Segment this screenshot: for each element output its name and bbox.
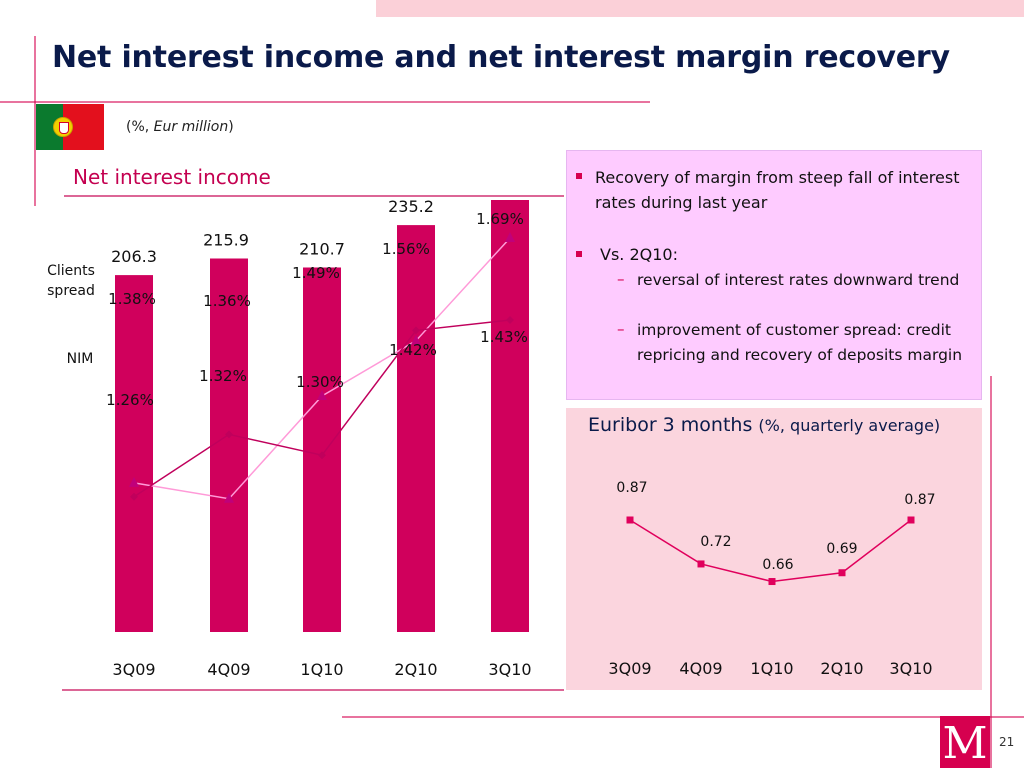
sub-bullet-reversal: reversal of interest rates downward tren… [637,271,960,289]
bullet-marker [576,173,582,179]
nim-marker [506,316,514,324]
x-tick-label: 3Q09 [112,660,155,679]
euribor-value-label: 0.72 [700,534,731,550]
euribor-panel [566,408,982,690]
clients-spread-marker [129,476,139,487]
euribor-value-label: 0.66 [762,557,793,573]
bar-4Q09 [210,258,248,632]
bullet-marker [576,251,582,257]
clients-spread-marker [317,390,327,400]
x-tick-label: 4Q09 [679,659,722,678]
clients-spread-label: 1.36% [203,292,251,310]
x-tick-label: 4Q09 [207,660,250,679]
bank-logo: M [940,716,990,768]
nim-label: 1.42% [389,341,437,359]
nim-label: 1.26% [106,391,154,409]
title-underline [0,101,650,103]
x-tick-label: 2Q10 [394,660,437,679]
euribor-marker [768,578,776,586]
x-tick-label: 1Q10 [300,660,343,679]
bullet-recovery: Recovery of margin from steep fall of in… [595,168,960,212]
page-number: 21 [999,735,1015,749]
bar-2Q10 [397,225,435,632]
sub-bullet-customer-spread: improvement of customer spread: credit r… [637,321,963,364]
bar-3Q09 [115,275,153,632]
euribor-value-label: 0.87 [904,492,935,508]
euribor-title: Euribor 3 months (%, quarterly average) [588,414,941,436]
slide-title: Net interest income and net interest mar… [52,40,950,75]
euribor-chart: 0.87 3Q09 0.72 4Q09 0.66 1Q10 0.69 2Q10 0.87 3Q10 [608,480,935,678]
euribor-marker [838,569,846,577]
bottom-accent-line [342,716,1024,718]
net-interest-income-chart: 206.33Q09215.94Q09210.71Q10235.22Q10253.… [106,200,532,679]
euribor-marker [697,560,705,568]
nii-title-underline [64,195,564,197]
nim-marker [318,451,326,460]
euribor-value-label: 0.87 [616,480,647,496]
nim-label: 1.32% [199,367,247,385]
sub-bullet-dash: – [617,270,625,288]
nim-marker [412,326,420,335]
flag-seal-icon [53,117,73,137]
bar-value-label: 215.9 [203,230,249,249]
clients-spread-label: 1.56% [382,240,430,258]
x-tick-label: 1Q10 [750,659,793,678]
nim-label: NIM [66,351,94,367]
nim-label: 1.30% [296,373,344,391]
nim-marker [225,430,233,439]
clients-spread-label: 1.69% [476,210,524,228]
bar-value-label: 210.7 [299,239,345,258]
bar-3Q10 [491,200,529,632]
clients-spread-marker [224,492,234,503]
sub-bullet-dash: – [617,320,625,338]
commentary-box: Recovery of margin from steep fall of in… [566,150,982,400]
clients-spread-marker [505,232,515,242]
nim-label: 1.43% [480,328,528,346]
bar-value-label: 206.3 [111,247,157,266]
x-tick-label: 2Q10 [820,659,863,678]
euribor-marker [626,516,634,524]
x-tick-label: 3Q10 [889,659,932,678]
nim-marker [130,492,138,501]
nii-bottom-line [62,689,564,691]
bar-value-label: 235.2 [388,200,434,216]
top-accent-band [376,0,1024,17]
euribor-marker [907,516,915,524]
portugal-flag-icon [36,104,104,150]
right-accent-line [990,376,992,768]
bar-1Q10 [303,267,341,632]
units-note: (%, Eur million) [126,119,234,135]
x-tick-label: 3Q10 [488,660,531,679]
clients-spread-label: 1.38% [108,290,156,308]
x-tick-label: 3Q09 [608,659,651,678]
left-accent-line [34,36,36,206]
bullet-vs-2q10: Vs. 2Q10: [600,245,678,264]
clients-spread-marker [411,334,421,345]
net-interest-income-title: Net interest income [73,165,271,189]
clients-spread-label: 1.49% [292,264,340,282]
euribor-value-label: 0.69 [826,541,857,557]
clients-spread-label: Clients spread [47,263,95,299]
